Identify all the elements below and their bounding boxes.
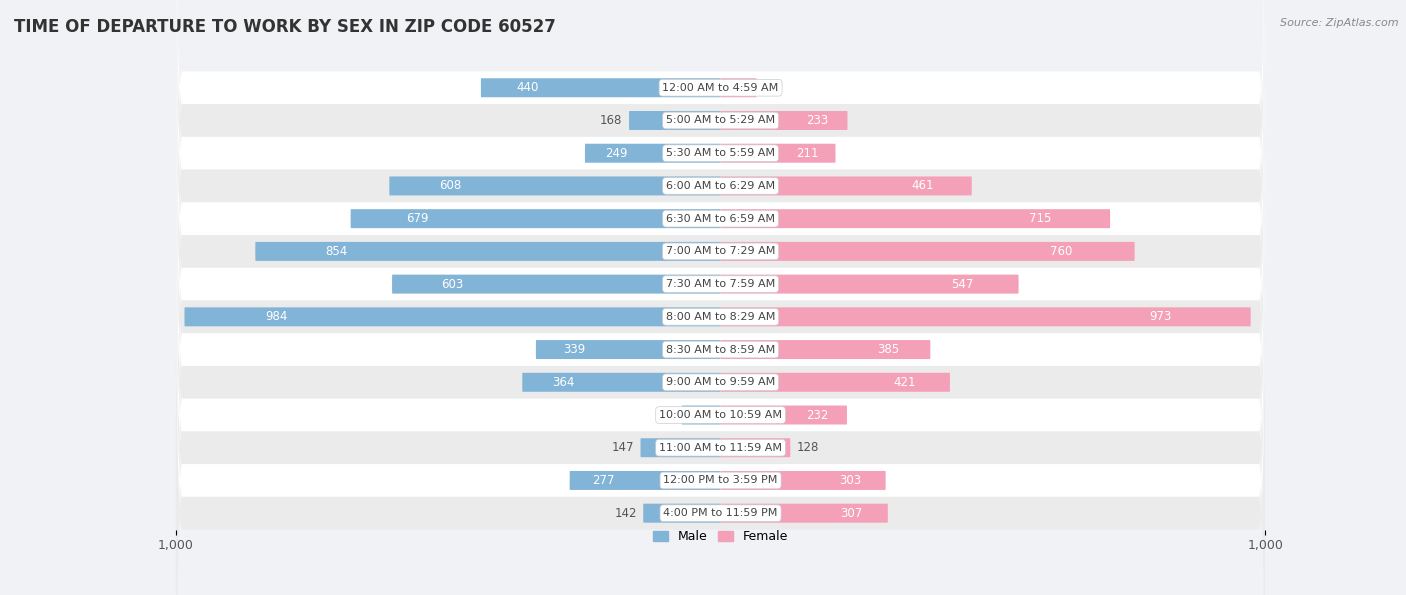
Text: 147: 147 <box>612 441 634 454</box>
FancyBboxPatch shape <box>721 406 846 424</box>
FancyBboxPatch shape <box>176 0 1265 595</box>
FancyBboxPatch shape <box>176 71 1265 595</box>
Text: 12:00 PM to 3:59 PM: 12:00 PM to 3:59 PM <box>664 475 778 486</box>
Text: 6:30 AM to 6:59 AM: 6:30 AM to 6:59 AM <box>666 214 775 224</box>
Text: 760: 760 <box>1050 245 1073 258</box>
FancyBboxPatch shape <box>721 275 1018 293</box>
FancyBboxPatch shape <box>721 308 1251 326</box>
Text: 8:30 AM to 8:59 AM: 8:30 AM to 8:59 AM <box>666 345 775 355</box>
FancyBboxPatch shape <box>176 0 1265 595</box>
FancyBboxPatch shape <box>176 104 1265 595</box>
Text: 984: 984 <box>264 311 287 323</box>
Text: 211: 211 <box>796 147 818 159</box>
Text: 307: 307 <box>841 507 863 519</box>
FancyBboxPatch shape <box>176 0 1265 530</box>
FancyBboxPatch shape <box>176 39 1265 595</box>
FancyBboxPatch shape <box>176 0 1265 464</box>
Text: 10:00 AM to 10:59 AM: 10:00 AM to 10:59 AM <box>659 410 782 420</box>
Text: 6:00 AM to 6:29 AM: 6:00 AM to 6:29 AM <box>666 181 775 191</box>
FancyBboxPatch shape <box>256 242 721 261</box>
Text: 128: 128 <box>797 441 820 454</box>
FancyBboxPatch shape <box>721 177 972 195</box>
FancyBboxPatch shape <box>643 504 721 522</box>
FancyBboxPatch shape <box>721 373 950 392</box>
Text: 7:00 AM to 7:29 AM: 7:00 AM to 7:29 AM <box>666 246 775 256</box>
Text: 973: 973 <box>1149 311 1171 323</box>
FancyBboxPatch shape <box>176 0 1265 497</box>
Text: 7:30 AM to 7:59 AM: 7:30 AM to 7:59 AM <box>666 279 775 289</box>
Text: 249: 249 <box>605 147 627 159</box>
FancyBboxPatch shape <box>721 471 886 490</box>
Text: 440: 440 <box>517 82 538 94</box>
Text: 8:00 AM to 8:29 AM: 8:00 AM to 8:29 AM <box>666 312 775 322</box>
Text: 385: 385 <box>877 343 898 356</box>
FancyBboxPatch shape <box>392 275 721 293</box>
FancyBboxPatch shape <box>721 144 835 162</box>
FancyBboxPatch shape <box>585 144 721 162</box>
FancyBboxPatch shape <box>481 79 721 97</box>
FancyBboxPatch shape <box>176 0 1265 595</box>
Text: 679: 679 <box>406 212 429 225</box>
Text: 421: 421 <box>893 376 915 389</box>
Text: TIME OF DEPARTURE TO WORK BY SEX IN ZIP CODE 60527: TIME OF DEPARTURE TO WORK BY SEX IN ZIP … <box>14 18 555 36</box>
Text: 5:00 AM to 5:29 AM: 5:00 AM to 5:29 AM <box>666 115 775 126</box>
FancyBboxPatch shape <box>536 340 721 359</box>
Text: 168: 168 <box>600 114 623 127</box>
Text: 4:00 PM to 11:59 PM: 4:00 PM to 11:59 PM <box>664 508 778 518</box>
FancyBboxPatch shape <box>641 439 721 457</box>
Text: 608: 608 <box>439 180 461 192</box>
Text: 364: 364 <box>553 376 575 389</box>
Text: 461: 461 <box>911 180 934 192</box>
FancyBboxPatch shape <box>522 373 721 392</box>
FancyBboxPatch shape <box>721 439 790 457</box>
FancyBboxPatch shape <box>176 0 1265 595</box>
FancyBboxPatch shape <box>721 111 848 130</box>
FancyBboxPatch shape <box>721 504 887 522</box>
Text: 5:30 AM to 5:59 AM: 5:30 AM to 5:59 AM <box>666 148 775 158</box>
FancyBboxPatch shape <box>721 209 1111 228</box>
Text: 277: 277 <box>592 474 614 487</box>
Text: 232: 232 <box>806 409 828 421</box>
Text: 71: 71 <box>661 409 675 421</box>
Text: 9:00 AM to 9:59 AM: 9:00 AM to 9:59 AM <box>666 377 775 387</box>
Legend: Male, Female: Male, Female <box>648 525 793 549</box>
Text: 12:00 AM to 4:59 AM: 12:00 AM to 4:59 AM <box>662 83 779 93</box>
FancyBboxPatch shape <box>569 471 721 490</box>
FancyBboxPatch shape <box>682 406 721 424</box>
Text: 715: 715 <box>1029 212 1052 225</box>
FancyBboxPatch shape <box>628 111 721 130</box>
Text: 603: 603 <box>441 278 464 290</box>
FancyBboxPatch shape <box>176 6 1265 595</box>
Text: 303: 303 <box>839 474 860 487</box>
FancyBboxPatch shape <box>184 308 721 326</box>
Text: 854: 854 <box>325 245 347 258</box>
FancyBboxPatch shape <box>176 137 1265 595</box>
Text: 66: 66 <box>763 82 778 94</box>
Text: 142: 142 <box>614 507 637 519</box>
Text: 233: 233 <box>806 114 828 127</box>
FancyBboxPatch shape <box>721 79 756 97</box>
FancyBboxPatch shape <box>350 209 721 228</box>
Text: 11:00 AM to 11:59 AM: 11:00 AM to 11:59 AM <box>659 443 782 453</box>
FancyBboxPatch shape <box>176 0 1265 595</box>
FancyBboxPatch shape <box>389 177 721 195</box>
Text: Source: ZipAtlas.com: Source: ZipAtlas.com <box>1281 18 1399 28</box>
Text: 339: 339 <box>564 343 586 356</box>
FancyBboxPatch shape <box>176 0 1265 562</box>
Text: 547: 547 <box>952 278 974 290</box>
FancyBboxPatch shape <box>721 340 931 359</box>
FancyBboxPatch shape <box>721 242 1135 261</box>
